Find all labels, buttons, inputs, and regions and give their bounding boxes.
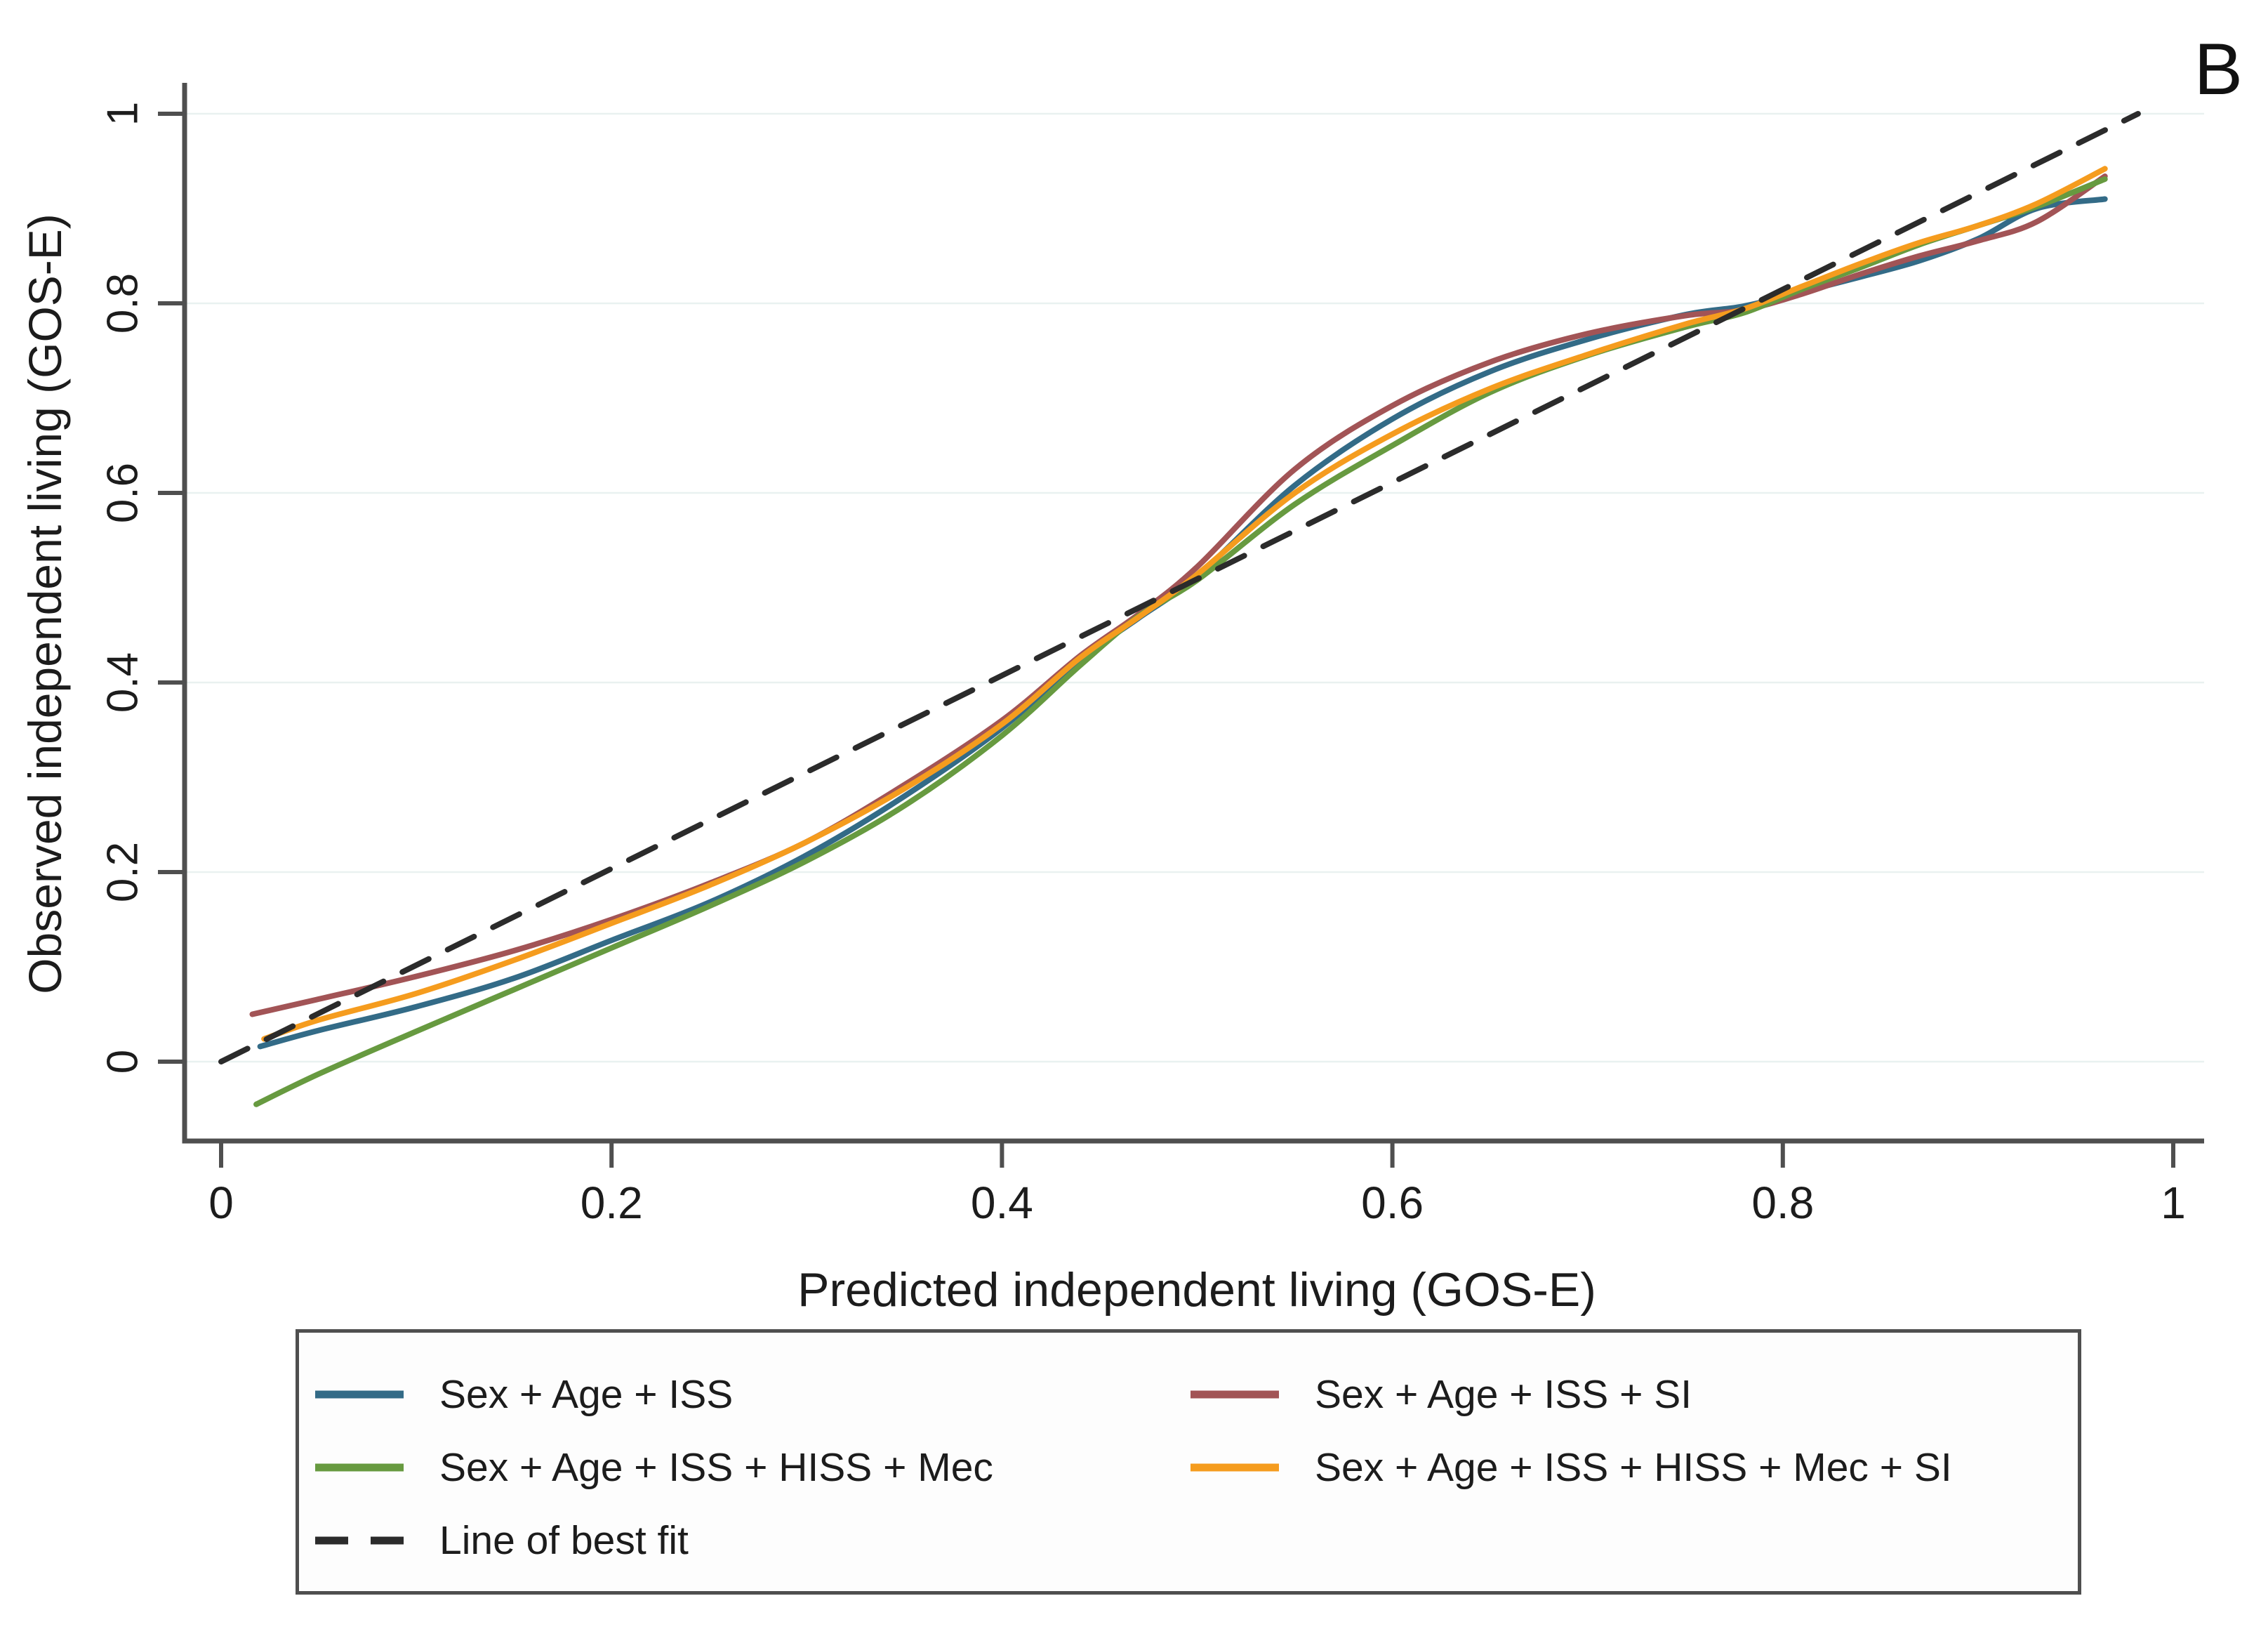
x-tick-label-0: 0 xyxy=(208,1178,234,1228)
y-axis-title: Observed independent living (GOS-E) xyxy=(19,213,71,994)
legend-swatch-best_fit xyxy=(315,1536,404,1545)
x-tick-label-0.8: 0.8 xyxy=(1751,1178,1814,1228)
legend-box: Sex + Age + ISS Sex + Age + ISS + SI Sex +… xyxy=(296,1329,2081,1595)
legend-entry-blue: Sex + Age + ISS xyxy=(314,1371,1190,1418)
panel-letter: B xyxy=(2194,29,2243,110)
legend-entry-green: Sex + Age + ISS + HISS + Mec xyxy=(314,1444,1190,1491)
y-tick-label-1: 1 xyxy=(99,102,147,126)
y-tick-label-0.8: 0.8 xyxy=(99,273,147,334)
series-line-best_fit xyxy=(218,111,2141,1064)
legend-entry-red: Sex + Age + ISS + SI xyxy=(1190,1371,2078,1418)
x-tick-label-0.6: 0.6 xyxy=(1361,1178,1424,1228)
x-tick-label-0.4: 0.4 xyxy=(971,1178,1033,1228)
y-tick-label-0.6: 0.6 xyxy=(99,463,147,523)
x-tick-label-0.2: 0.2 xyxy=(581,1178,643,1228)
legend-entry-best_fit: Line of best fit xyxy=(314,1517,1190,1564)
legend-label-orange: Sex + Age + ISS + HISS + Mec + SI xyxy=(1315,1445,1952,1490)
y-tick-label-0.4: 0.4 xyxy=(99,652,147,713)
legend-swatch-blue xyxy=(315,1390,404,1399)
series-line-blue xyxy=(257,196,2108,1050)
legend-swatch-red xyxy=(1191,1390,1279,1399)
x-tick-label-1: 1 xyxy=(2161,1178,2186,1228)
y-tick-label-0: 0 xyxy=(99,1050,147,1074)
legend-swatch-green xyxy=(315,1463,404,1472)
legend-label-red: Sex + Age + ISS + SI xyxy=(1315,1372,1692,1417)
legend-label-green: Sex + Age + ISS + HISS + Mec xyxy=(439,1445,993,1490)
y-tick-label-0.2: 0.2 xyxy=(99,842,147,902)
series-line-red xyxy=(249,173,2108,1017)
series-line-green xyxy=(253,176,2108,1107)
legend-label-blue: Sex + Age + ISS xyxy=(439,1372,734,1417)
x-axis-title: Predicted independent living (GOS-E) xyxy=(797,1263,1596,1317)
legend-entry-orange: Sex + Age + ISS + HISS + Mec + SI xyxy=(1190,1444,2078,1491)
legend-swatch-orange xyxy=(1191,1463,1279,1472)
series-line-orange xyxy=(261,166,2108,1042)
legend-label-best_fit: Line of best fit xyxy=(439,1518,689,1563)
